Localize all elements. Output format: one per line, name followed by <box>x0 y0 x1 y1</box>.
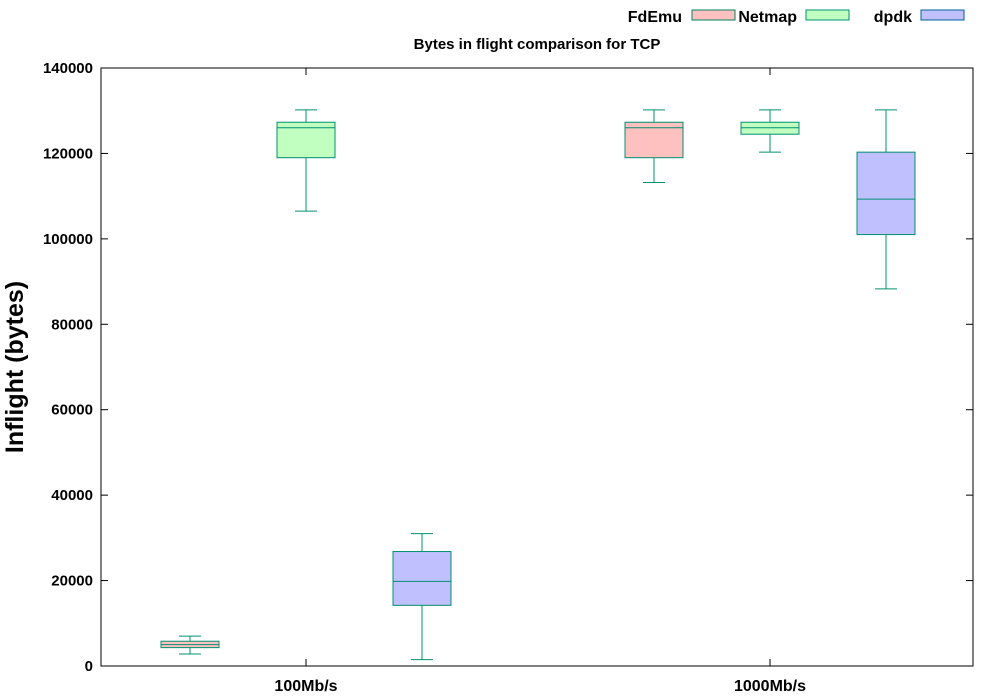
box-dpdk-100mb-s <box>392 533 452 661</box>
y-tick-label: 100000 <box>43 231 93 248</box>
legend-label-fdemu: FdEmu <box>628 9 682 26</box>
x-category-label: 1000Mb/s <box>734 678 806 695</box>
x-category-labels: 100Mb/s 1000Mb/s <box>274 678 806 695</box>
box-dpdk-1000mb-s <box>856 109 916 290</box>
x-category-label: 100Mb/s <box>274 678 337 695</box>
y-tick-label: 120000 <box>43 145 93 162</box>
plot-frame <box>100 67 974 667</box>
y-tick-label: 20000 <box>51 573 93 590</box>
box-plot-series <box>160 109 916 661</box>
box-fdemu-1000mb-s <box>624 109 684 183</box>
box-fdemu-100mb-s <box>160 635 220 655</box>
box-iqr <box>392 551 452 606</box>
y-tick-label: 0 <box>85 658 93 675</box>
legend: FdEmu Netmap dpdk <box>628 9 965 26</box>
chart-title: Bytes in flight comparison for TCP <box>414 36 661 53</box>
y-tick-label: 40000 <box>51 487 93 504</box>
legend-swatch-fdemu <box>691 9 736 21</box>
axis-ticks <box>101 67 973 667</box>
box-netmap-1000mb-s <box>740 109 800 153</box>
legend-swatch-dpdk <box>920 9 965 21</box>
y-tick-labels: 0 20000 40000 60000 80000 100000 120000 140000 <box>43 60 93 675</box>
legend-swatch-netmap <box>805 9 850 21</box>
y-axis-label: Inflight (bytes) <box>1 281 29 453</box>
legend-label-dpdk: dpdk <box>874 9 912 26</box>
legend-label-netmap: Netmap <box>738 9 797 26</box>
y-tick-label: 140000 <box>43 60 93 77</box>
box-netmap-100mb-s <box>276 109 336 212</box>
y-tick-label: 80000 <box>51 316 93 333</box>
y-tick-label: 60000 <box>51 402 93 419</box>
box-iqr <box>856 151 916 236</box>
